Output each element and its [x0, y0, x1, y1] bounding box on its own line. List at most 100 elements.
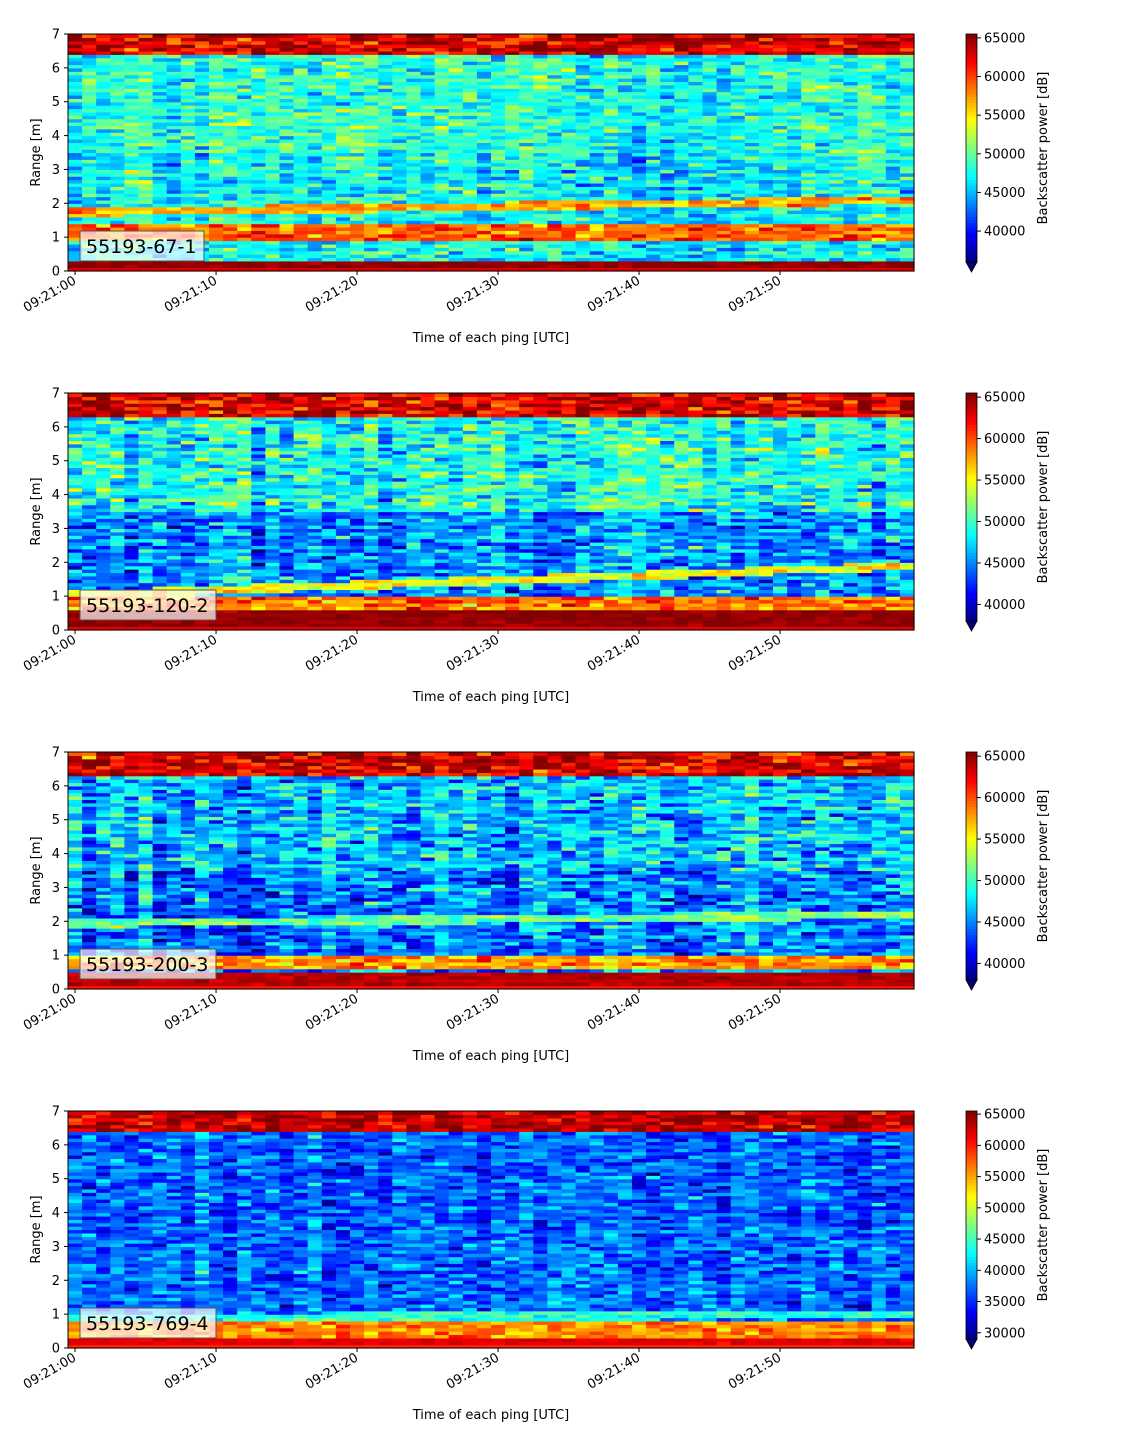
heatmap-cell [801, 34, 816, 38]
heatmap-cell [195, 34, 210, 38]
heatmap-cell [139, 34, 154, 38]
heatmap-cell [547, 34, 562, 38]
heatmap-cell [322, 34, 337, 38]
colorbar: 40000 45000 50000 55000 60000 65000 Backscatte… [966, 31, 1051, 272]
heatmap-cell [96, 393, 111, 397]
heatmap-cell [674, 34, 689, 38]
colorbar-tick-label: 50000 [984, 147, 1025, 162]
heatmap-cell [604, 34, 619, 38]
y-axis-label: Range [m] [29, 118, 44, 186]
heatmap-cell [265, 34, 280, 38]
heatmap-cell [139, 393, 154, 397]
heatmap-cell [350, 34, 365, 38]
heatmap-cell [124, 393, 139, 397]
heatmap-cell [280, 34, 295, 38]
heatmap-cell [406, 34, 421, 38]
heatmap-cell [68, 34, 83, 38]
label-text: 55193-67-1 [86, 236, 196, 258]
colorbar-tick-label: 40000 [984, 225, 1025, 240]
x-axis-label: Time of each ping [UTC] [412, 331, 570, 346]
y-tick-label: 3 [52, 163, 60, 178]
heatmap-cell [900, 34, 915, 38]
heatmap-cell [618, 34, 633, 38]
heatmap-cell [96, 34, 111, 38]
x-tick-label: 09:21:50 [726, 273, 784, 315]
x-tick-label: 09:21:20 [303, 273, 361, 315]
heatmap-cell [872, 34, 887, 38]
heatmap-cell [886, 34, 901, 38]
heatmap-cell [378, 34, 393, 38]
heatmap-cell [463, 34, 478, 38]
heatmap-cell [308, 34, 323, 38]
heatmap-cell [632, 34, 647, 38]
heatmap-cell [449, 34, 464, 38]
heatmap-cell [491, 34, 506, 38]
heatmap-cell [844, 34, 859, 38]
heatmap-cell [435, 34, 450, 38]
heatmap-cell [773, 34, 788, 38]
heatmap-cell [223, 34, 238, 38]
colorbar-label: Backscatter power [dB] [1036, 72, 1051, 225]
heatmap-cell [477, 34, 492, 38]
y-tick-label: 7 [52, 28, 60, 43]
heatmap-cell [153, 34, 168, 38]
heatmap-cell [688, 34, 703, 38]
heatmap-cell [745, 34, 760, 38]
heatmap-cell [815, 34, 830, 38]
heatmap-cell [167, 393, 182, 397]
y-tick-label: 2 [52, 197, 60, 212]
colorbar-tick-label: 45000 [984, 186, 1025, 201]
panel-1: 0 1 2 3 4 5 6 7 09:21:00 09:21:10 09:21:20 09:21:30… [21, 28, 1051, 347]
heatmap-cell [82, 34, 97, 38]
heatmap-cell [392, 34, 407, 38]
heatmap-cell [787, 34, 802, 38]
heatmap-cell [209, 34, 224, 38]
y-tick-label: 4 [52, 129, 60, 144]
x-tick-label: 09:21:30 [444, 273, 502, 315]
heatmap-cell [153, 393, 168, 397]
heatmap-cell [505, 34, 520, 38]
heatmap-cell [646, 34, 661, 38]
heatmap-cell [110, 34, 125, 38]
heatmap-cell [110, 393, 125, 397]
heatmap-cell [519, 34, 534, 38]
x-tick-label: 09:21:10 [162, 273, 220, 315]
heatmap-cell [237, 34, 252, 38]
heatmap-cell [251, 34, 266, 38]
heatmap-cell [124, 34, 139, 38]
colorbar-segment [966, 34, 977, 37]
colorbar-tick-label: 65000 [984, 31, 1025, 46]
colorbar-tick-label: 60000 [984, 70, 1025, 85]
heatmap-cell [576, 34, 591, 38]
y-tick-label: 6 [52, 61, 60, 76]
heatmap-cell [336, 34, 351, 38]
colorbar-tick-label: 55000 [984, 109, 1025, 124]
heatmap-cell [590, 34, 605, 38]
heatmap-cell [731, 34, 746, 38]
heatmap-cell [181, 393, 196, 397]
y-tick-label: 5 [52, 95, 60, 110]
heatmap-cell [68, 393, 83, 397]
heatmap-cell [562, 34, 577, 38]
heatmap-cell [759, 34, 774, 38]
heatmap-cell [294, 34, 309, 38]
heatmap-cell [421, 34, 436, 38]
heatmap-cell [533, 34, 548, 38]
colorbar-extend-arrow [966, 262, 977, 272]
instrument-label: 55193-67-1 [80, 231, 204, 261]
y-tick-label: 0 [52, 265, 60, 280]
heatmap-cell [717, 34, 732, 38]
heatmap-cell [181, 34, 196, 38]
x-tick-label: 09:21:40 [585, 273, 643, 315]
heatmap-cell [82, 393, 97, 397]
heatmap-cell [364, 34, 379, 38]
heatmap-cell [167, 34, 182, 38]
heatmap-cell [703, 34, 718, 38]
y-tick-label: 1 [52, 231, 60, 246]
heatmap-cell [858, 34, 873, 38]
heatmap-cell [660, 34, 675, 38]
x-tick-label: 09:21:00 [21, 273, 79, 315]
heatmap-cell [829, 34, 844, 38]
